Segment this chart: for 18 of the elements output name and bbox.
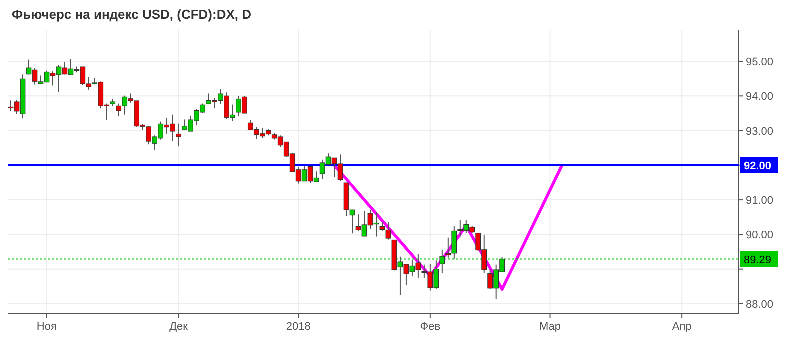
x-tick-label: Апр xyxy=(672,321,692,333)
x-tick-label: 2018 xyxy=(286,321,311,333)
x-tick-label: Фев xyxy=(420,321,441,333)
ref-line-label: 92.00 xyxy=(744,160,772,172)
candlestick xyxy=(176,123,182,147)
chart-title: Фьючерс на индекс USD, (CFD):DX, D xyxy=(12,7,252,22)
y-tick-label: 94.00 xyxy=(746,91,774,104)
x-tick-label: Мар xyxy=(539,321,562,333)
candlestick xyxy=(386,222,392,240)
y-tick-label: 90.00 xyxy=(746,230,774,242)
x-tick-label: Дек xyxy=(170,321,188,333)
y-tick-label: 93.00 xyxy=(746,126,774,138)
y-tick-label: 95.00 xyxy=(746,56,774,69)
x-tick-label: Ноя xyxy=(36,321,57,333)
y-tick-label: 88.00 xyxy=(746,298,774,311)
candlestick xyxy=(446,237,452,259)
y-tick-label: 91.00 xyxy=(746,195,774,208)
ref-line-label: 89.29 xyxy=(744,254,772,266)
